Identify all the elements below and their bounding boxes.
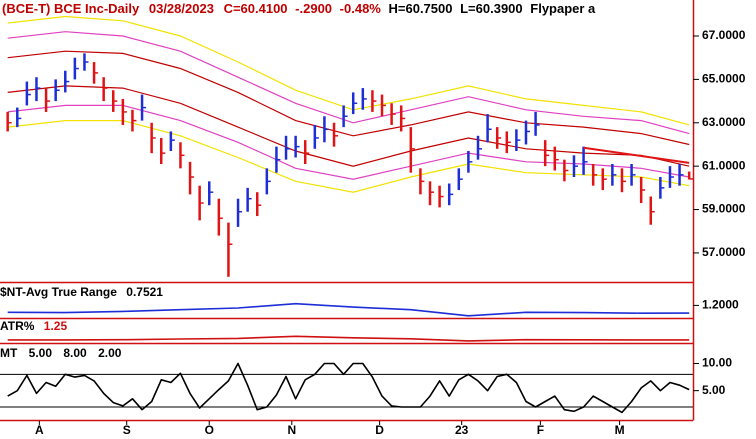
param: 2.00 <box>98 346 122 360</box>
low-label: L=60.3900 <box>460 1 523 16</box>
last-value: 0.7521 <box>126 285 163 299</box>
x-tick-label: M <box>615 423 625 437</box>
atr-pct-label: ATR% 1.25 <box>0 319 67 333</box>
study-name: MT <box>0 346 18 360</box>
indicator-line <box>7 302 690 317</box>
mt-label: MT 5.00 8.00 2.00 <box>0 346 122 360</box>
y-tick-label: 63.0000 <box>702 115 746 129</box>
indicator-line <box>7 362 690 414</box>
y-tick-label: 59.0000 <box>702 202 746 216</box>
param: 5.00 <box>29 346 53 360</box>
indicator-line <box>7 335 690 342</box>
change-pct: -0.48% <box>340 1 382 16</box>
symbol-title: (BCE-T) BCE Inc-Daily <box>2 1 140 16</box>
y-tick-label: 1.2000 <box>702 298 739 312</box>
y-tick-label: 57.0000 <box>702 245 746 259</box>
y-tick-label: 65.0000 <box>702 72 746 86</box>
change: -.2900 <box>295 1 332 16</box>
close-label: C=60.4100 <box>224 1 288 16</box>
envelope-band <box>7 50 690 146</box>
series-name: ATR% <box>0 319 35 333</box>
date: 03/28/2023 <box>149 1 214 16</box>
y-tick-label: 61.0000 <box>702 158 746 172</box>
y-tick-label: 10.00 <box>702 356 732 370</box>
x-tick-label: N <box>287 423 296 437</box>
y-tick-label: 5.00 <box>702 383 726 397</box>
x-tick-label: A <box>35 423 44 437</box>
param: 8.00 <box>63 346 87 360</box>
study-name: Flypaper a <box>530 1 596 16</box>
plot-area <box>0 15 694 414</box>
x-tick-label: O <box>205 423 214 437</box>
last-value: 1.25 <box>44 319 68 333</box>
x-tick-label: F <box>537 423 544 437</box>
x-tick-label: S <box>123 423 131 437</box>
y-tick-label: 67.0000 <box>702 28 746 42</box>
atr-label: $NT-Avg True Range 0.7521 <box>0 285 163 299</box>
x-tick-label: 23 <box>455 423 469 437</box>
header: (BCE-T) BCE Inc-Daily 03/28/2023 C=60.41… <box>2 1 596 16</box>
envelope-band <box>7 31 690 135</box>
series-name: $NT-Avg True Range <box>0 285 117 299</box>
x-tick-label: D <box>375 423 384 437</box>
trendline <box>583 146 690 164</box>
high-label: H=60.7500 <box>389 1 453 16</box>
